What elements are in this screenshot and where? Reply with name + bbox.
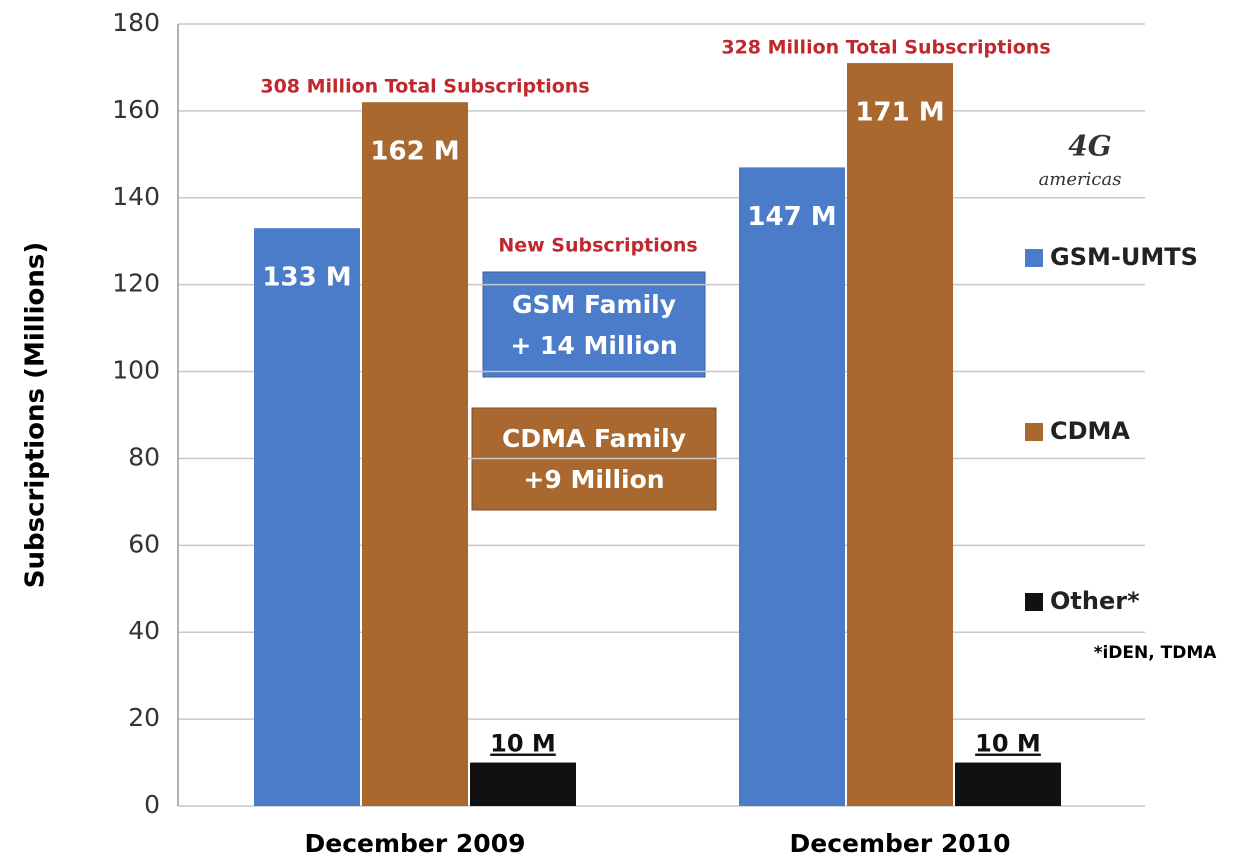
x-tick-label: December 2009	[305, 829, 526, 858]
bar	[254, 228, 360, 806]
total-label: 308 Million Total Subscriptions	[260, 76, 589, 98]
value-label: 162 M	[370, 137, 459, 167]
value-label: 171 M	[855, 98, 944, 128]
legend-swatch	[1025, 249, 1043, 267]
footnote: *iDEN, TDMA	[1094, 643, 1218, 663]
logo: 4G	[1068, 130, 1111, 163]
y-tick-label: 80	[128, 442, 160, 471]
y-tick-label: 100	[112, 356, 160, 385]
legend-swatch	[1025, 593, 1043, 611]
bar	[847, 63, 953, 807]
value-label: 133 M	[262, 263, 351, 293]
y-tick-label: 180	[112, 8, 160, 37]
legend-label: CDMA	[1050, 417, 1130, 445]
y-tick-label: 160	[112, 95, 160, 124]
legend-label: Other*	[1050, 587, 1140, 615]
value-label: 10 M	[975, 730, 1041, 758]
total-label: 328 Million Total Subscriptions	[721, 37, 1050, 59]
cdma-box-text: +9 Million	[523, 465, 664, 494]
logo: americas	[1039, 169, 1122, 190]
legend-swatch	[1025, 423, 1043, 441]
bar	[955, 762, 1061, 806]
bar	[739, 167, 845, 806]
legend-label: GSM-UMTS	[1050, 243, 1198, 271]
value-label: 10 M	[490, 730, 556, 758]
gsm-box-text: GSM Family	[512, 290, 676, 319]
cdma-box-text: CDMA Family	[502, 424, 686, 453]
y-axis-label: Subscriptions (Millions)	[21, 242, 51, 588]
y-tick-label: 120	[112, 269, 160, 298]
x-tick-label: December 2010	[790, 829, 1011, 858]
annotation-title: New Subscriptions	[498, 235, 697, 257]
value-label: 147 M	[747, 202, 836, 232]
bar	[362, 102, 468, 806]
gsm-box-text: + 14 Million	[510, 331, 677, 360]
bar	[470, 762, 576, 806]
y-tick-label: 140	[112, 182, 160, 211]
y-tick-label: 0	[144, 790, 160, 819]
y-tick-label: 60	[128, 529, 160, 558]
y-tick-label: 20	[128, 703, 160, 732]
gsm-box	[482, 271, 706, 378]
y-tick-label: 40	[128, 616, 160, 645]
